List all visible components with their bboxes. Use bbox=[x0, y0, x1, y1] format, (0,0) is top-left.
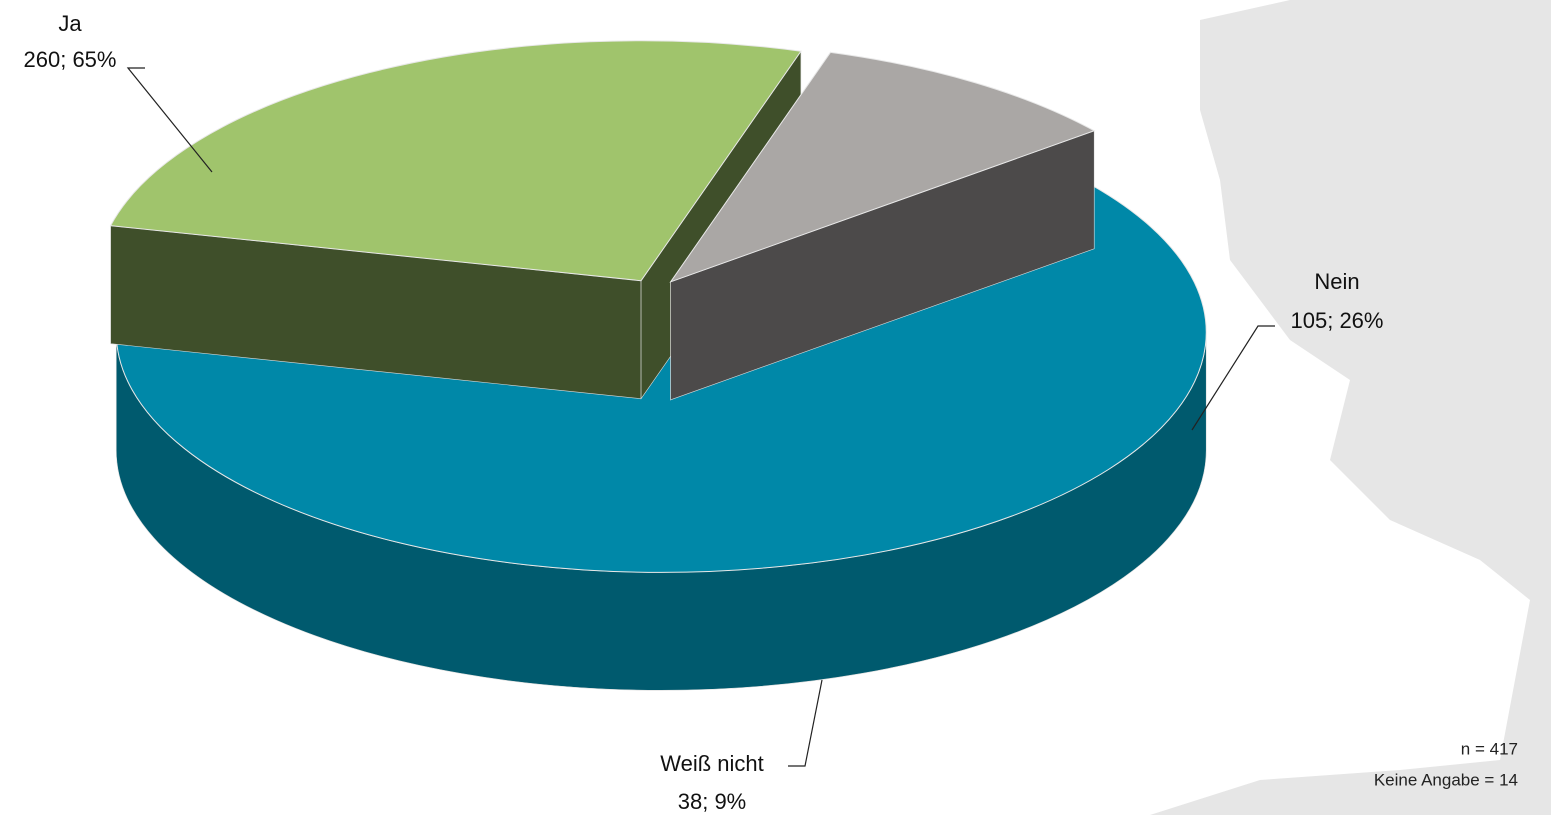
slice-value-label: 38; 9% bbox=[678, 789, 747, 814]
leader-line bbox=[1191, 325, 1275, 431]
slice-value-label: 260; 65% bbox=[24, 47, 117, 72]
leader-line bbox=[788, 679, 823, 767]
background-map bbox=[1150, 0, 1551, 815]
annotation: n = 417 bbox=[1461, 739, 1518, 758]
slice-label: Nein bbox=[1314, 269, 1359, 294]
slice-label: Weiß nicht bbox=[660, 751, 764, 776]
slice bbox=[109, 40, 802, 282]
slice-value-label: 105; 26% bbox=[1291, 308, 1384, 333]
annotation: Keine Angabe = 14 bbox=[1374, 770, 1518, 789]
slice bbox=[669, 51, 1096, 283]
pie bbox=[109, 40, 1207, 691]
leader-line bbox=[126, 67, 213, 173]
slice-label: Ja bbox=[58, 11, 82, 36]
